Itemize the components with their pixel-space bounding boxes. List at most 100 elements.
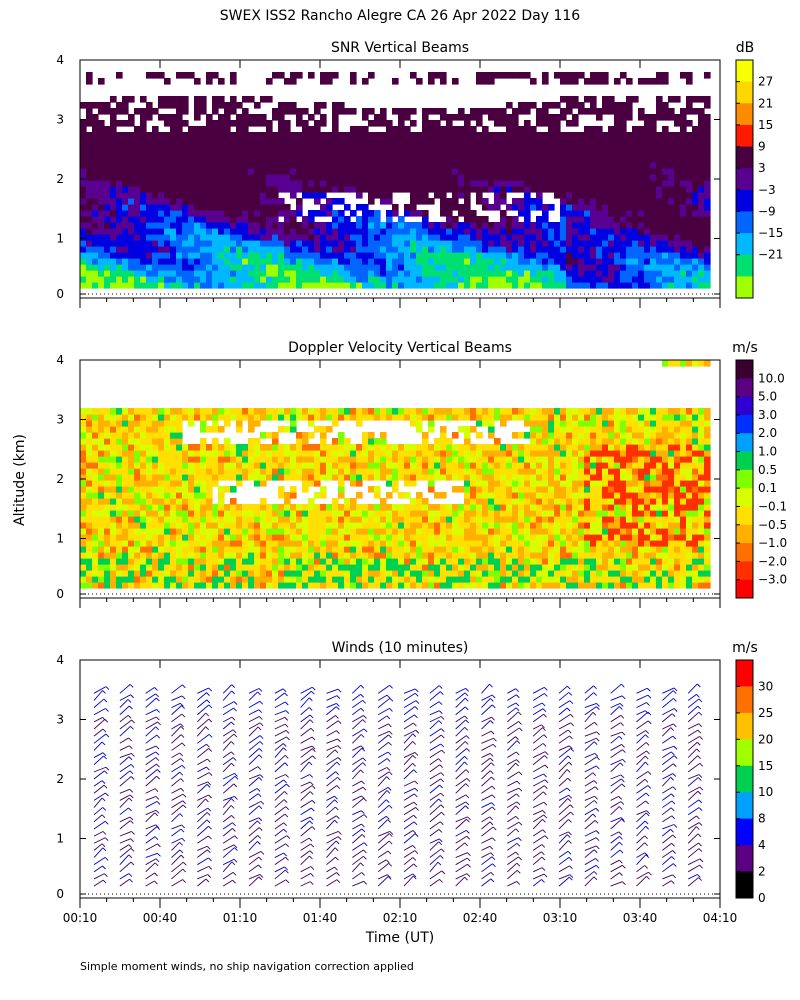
snr-cell xyxy=(194,192,201,199)
snr-cell xyxy=(194,198,201,205)
snr-cell xyxy=(680,174,687,181)
doppler-cell xyxy=(122,510,129,517)
snr-cell xyxy=(194,132,201,139)
snr-cell xyxy=(224,216,231,223)
snr-cell xyxy=(266,150,273,157)
doppler-cell xyxy=(386,504,393,511)
doppler-cell xyxy=(356,570,363,577)
doppler-cell xyxy=(302,552,309,559)
snr-cell xyxy=(104,228,111,235)
doppler-cell xyxy=(368,582,375,589)
doppler-cell xyxy=(440,522,447,529)
snr-cell xyxy=(470,168,477,175)
doppler-cell xyxy=(326,444,333,451)
snr-cell xyxy=(128,276,135,283)
doppler-cell xyxy=(164,504,171,511)
snr-cell xyxy=(338,132,345,139)
snr-cell xyxy=(416,156,423,163)
doppler-cell xyxy=(284,450,291,457)
snr-cell xyxy=(188,198,195,205)
doppler-cell xyxy=(392,444,399,451)
colorbar-swatch xyxy=(736,103,753,126)
snr-cell xyxy=(110,210,117,217)
snr-cell xyxy=(488,270,495,277)
snr-cell xyxy=(422,180,429,187)
snr-cell xyxy=(698,198,705,205)
doppler-cell xyxy=(116,462,123,469)
doppler-cell xyxy=(206,486,213,493)
doppler-cell xyxy=(158,528,165,535)
snr-cell xyxy=(548,228,555,235)
snr-cell xyxy=(674,234,681,241)
snr-cell xyxy=(332,132,339,139)
snr-panel-title: SNR Vertical Beams xyxy=(331,40,469,56)
snr-cell xyxy=(314,180,321,187)
snr-cell xyxy=(554,168,561,175)
doppler-cell xyxy=(440,414,447,421)
snr-cell xyxy=(272,180,279,187)
snr-cell xyxy=(242,168,249,175)
snr-cell xyxy=(104,162,111,169)
snr-cell xyxy=(380,132,387,139)
doppler-cell xyxy=(380,462,387,469)
snr-cell xyxy=(554,264,561,271)
snr-cell xyxy=(482,156,489,163)
snr-cell xyxy=(614,102,621,109)
doppler-cell xyxy=(260,564,267,571)
snr-cell xyxy=(428,156,435,163)
doppler-cell xyxy=(338,510,345,517)
snr-cell xyxy=(416,240,423,247)
snr-cell xyxy=(440,186,447,193)
doppler-cell xyxy=(458,444,465,451)
snr-cell xyxy=(518,108,525,115)
snr-cell xyxy=(86,240,93,247)
doppler-cell xyxy=(428,450,435,457)
snr-cell xyxy=(350,186,357,193)
doppler-cell xyxy=(86,564,93,571)
snr-cell xyxy=(314,270,321,277)
snr-cell xyxy=(92,234,99,241)
snr-cell xyxy=(656,210,663,217)
snr-cell xyxy=(200,240,207,247)
snr-cell xyxy=(218,246,225,253)
doppler-cell xyxy=(86,528,93,535)
snr-cell xyxy=(542,276,549,283)
doppler-cell xyxy=(446,468,453,475)
snr-cell xyxy=(386,162,393,169)
snr-cell xyxy=(572,96,579,103)
snr-cell xyxy=(356,246,363,253)
doppler-cell xyxy=(452,528,459,535)
doppler-cell xyxy=(362,432,369,439)
snr-cell xyxy=(188,252,195,259)
doppler-cell xyxy=(200,504,207,511)
snr-cell xyxy=(650,138,657,145)
doppler-cell xyxy=(446,474,453,481)
doppler-cell xyxy=(128,540,135,547)
snr-cell xyxy=(128,168,135,175)
snr-cell xyxy=(566,138,573,145)
doppler-panel-title: Doppler Velocity Vertical Beams xyxy=(288,340,512,356)
snr-cell xyxy=(158,228,165,235)
doppler-cell xyxy=(446,516,453,523)
snr-cell xyxy=(218,180,225,187)
snr-cell xyxy=(446,120,453,127)
snr-cell xyxy=(458,264,465,271)
doppler-cell xyxy=(122,408,129,415)
snr-cell xyxy=(362,252,369,259)
doppler-cell xyxy=(116,534,123,541)
snr-cell xyxy=(302,240,309,247)
snr-cell xyxy=(140,186,147,193)
snr-cell xyxy=(554,240,561,247)
snr-cell xyxy=(158,144,165,151)
doppler-cell xyxy=(104,546,111,553)
snr-cell xyxy=(332,240,339,247)
doppler-cell xyxy=(140,456,147,463)
snr-cell xyxy=(110,192,117,199)
snr-cell xyxy=(614,228,621,235)
snr-cell xyxy=(200,252,207,259)
doppler-cell xyxy=(326,534,333,541)
snr-cell xyxy=(338,258,345,265)
snr-cell xyxy=(410,162,417,169)
snr-cell xyxy=(92,258,99,265)
snr-cell xyxy=(452,138,459,145)
